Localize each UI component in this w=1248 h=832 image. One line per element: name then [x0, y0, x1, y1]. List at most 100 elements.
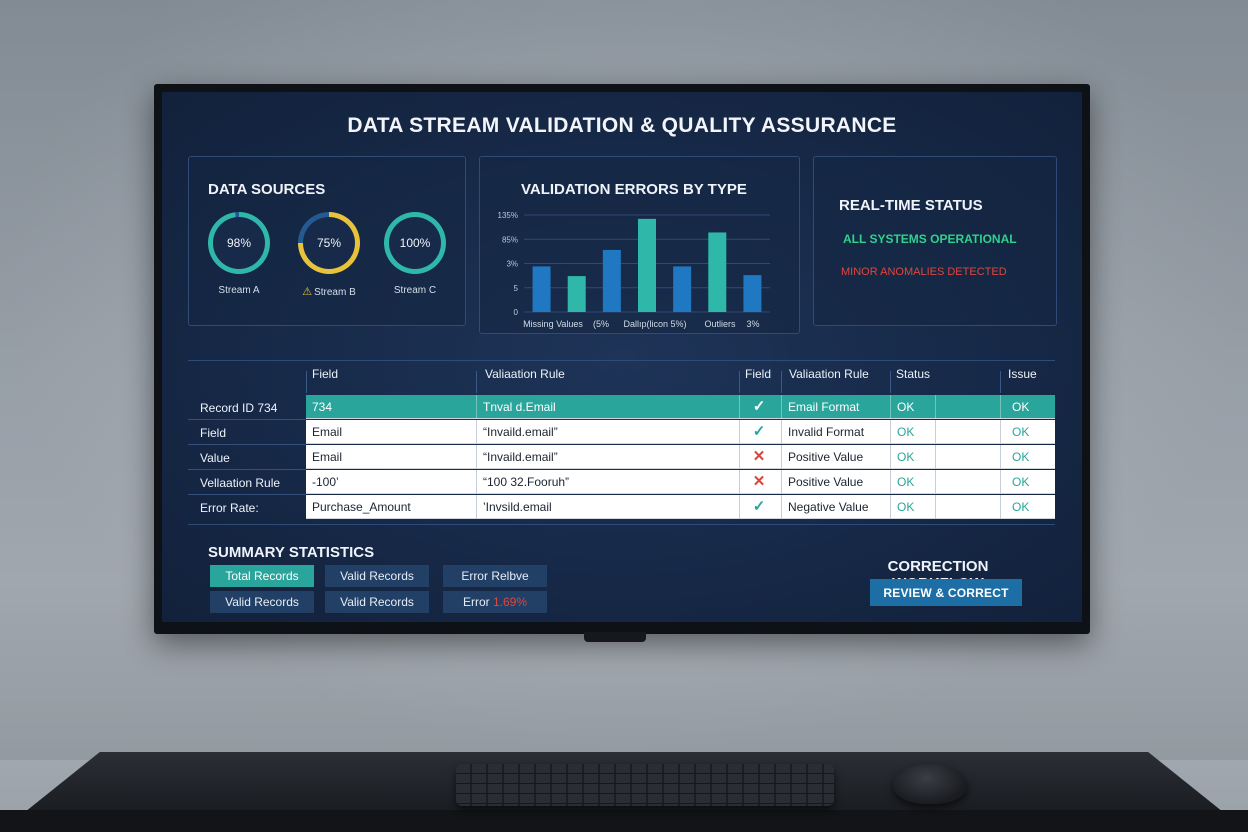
cell-divider: [890, 495, 891, 519]
table-row[interactable]: 734 Tnval d.Email ✓ Email Format OK OK: [306, 395, 1055, 419]
row-head: Vellaation Rule: [200, 476, 281, 490]
cell-divider: [739, 395, 740, 419]
cell-divider: [781, 420, 782, 444]
row-head-divider: [188, 444, 306, 445]
table-row[interactable]: Purchase_Amount ’Invsild.email ✓ Negativ…: [306, 495, 1055, 519]
error-bar[interactable]: [638, 218, 656, 312]
cell-field: Email: [312, 450, 343, 464]
section-divider: [188, 524, 1055, 525]
cell-divider: [739, 445, 740, 469]
table-row[interactable]: -100’ “100 32.Fooruh” ✕ Positive Value O…: [306, 470, 1055, 494]
cell-divider: [1000, 470, 1001, 494]
error-bar[interactable]: [602, 249, 621, 312]
column-header-issue[interactable]: Issue: [1008, 367, 1037, 381]
column-header-rule-2[interactable]: Valiaation Rule: [789, 367, 869, 381]
stream-c-gauge[interactable]: 100%: [384, 212, 446, 274]
error-value: 1.69%: [492, 595, 528, 609]
cell-rule: ’Invsild.email: [483, 500, 552, 514]
header-divider: [306, 371, 307, 393]
validation-errors-panel: VALIDATION ERRORS BY TYPE 135% 85% 3% 5 0 Mis…: [479, 156, 800, 334]
cell-rule: “100 32.Fooruh”: [483, 475, 570, 489]
error-bar[interactable]: [567, 276, 586, 312]
cell-status: OK: [897, 475, 915, 489]
cell-status: OK: [897, 450, 915, 464]
cell-divider: [781, 495, 782, 519]
data-sources-title: DATA SOURCES: [208, 181, 326, 198]
stream-c-label-text: Stream C: [393, 285, 437, 296]
cross-icon: ✕: [752, 448, 766, 465]
cell-divider: [1000, 495, 1001, 519]
y-tick-label: 135%: [498, 211, 518, 220]
cell-status: OK: [897, 500, 915, 514]
data-sources-panel: DATA SOURCES 98% Stream A 75% ⚠ Stream B …: [188, 156, 466, 326]
error-label: Error: [462, 595, 490, 609]
y-tick-label: 0: [514, 308, 519, 317]
cell-rule-2: Negative Value: [788, 500, 869, 514]
cell-divider: [739, 420, 740, 444]
header-divider: [1000, 371, 1001, 393]
status-operational: ALL SYSTEMS OPERATIONAL: [843, 232, 1017, 246]
error-bar[interactable]: [532, 266, 551, 312]
check-icon: ✓: [752, 498, 766, 515]
y-tick-label: 3%: [506, 260, 518, 269]
stream-c-value: 100%: [389, 217, 441, 269]
cell-divider: [890, 445, 891, 469]
cell-divider: [935, 445, 936, 469]
stream-b-gauge[interactable]: 75%: [298, 212, 360, 274]
cell-divider: [935, 420, 936, 444]
cell-rule: “Invaild.email”: [483, 425, 558, 439]
cross-icon: ✕: [752, 473, 766, 490]
y-tick-label: 5: [514, 284, 519, 293]
error-rate-button[interactable]: Error Relbve: [443, 565, 547, 587]
cell-divider: [781, 445, 782, 469]
cell-divider: [935, 395, 936, 419]
column-header-status[interactable]: Status: [896, 367, 931, 381]
page-title: DATA STREAM VALIDATION & QUALITY ASSURAN…: [347, 114, 897, 137]
column-header-rule[interactable]: Valiaation Rule: [485, 367, 565, 381]
table-row[interactable]: Email “Invaild.email” ✓ Invalid Format O…: [306, 420, 1055, 444]
stream-b-label-text: Stream B: [314, 287, 356, 298]
x-tick-label: (5%: [593, 319, 609, 329]
header-divider: [739, 371, 740, 393]
valid-records-button-3[interactable]: Valid Records: [325, 591, 429, 613]
cell-divider: [1000, 420, 1001, 444]
desk-edge: [0, 810, 1248, 832]
cell-divider: [476, 420, 477, 444]
error-value-button[interactable]: Error 1.69%: [443, 591, 547, 613]
column-header-field-2[interactable]: Field: [745, 367, 772, 381]
realtime-status-panel: REAL-TIME STATUS ALL SYSTEMS OPERATIONAL…: [813, 156, 1057, 326]
cell-field: -100’: [312, 475, 339, 489]
cell-divider: [739, 470, 740, 494]
valid-records-button[interactable]: Valid Records: [325, 565, 429, 587]
check-icon: ✓: [752, 398, 766, 415]
review-correct-button[interactable]: REVIEW & CORRECT: [870, 579, 1022, 606]
column-header-field[interactable]: Field: [312, 367, 339, 381]
header-divider: [781, 371, 782, 393]
table-row[interactable]: Email “Invaild.email” ✕ Positive Value O…: [306, 445, 1055, 469]
cell-field: Email: [312, 425, 343, 439]
stream-a-gauge[interactable]: 98%: [208, 212, 270, 274]
cell-divider: [476, 470, 477, 494]
cell-status: OK: [897, 400, 915, 414]
stream-b-label: ⚠ Stream B: [284, 285, 374, 298]
cell-field: Purchase_Amount: [312, 500, 411, 514]
cell-rule-2: Positive Value: [788, 450, 864, 464]
stream-a-label-text: Stream A: [218, 285, 260, 296]
error-bar[interactable]: [708, 232, 727, 312]
total-records-button[interactable]: Total Records: [210, 565, 314, 587]
y-tick-label: 85%: [502, 235, 518, 244]
error-bar[interactable]: [743, 275, 762, 312]
error-bar[interactable]: [673, 266, 692, 312]
header-divider: [890, 371, 891, 393]
validation-errors-title: VALIDATION ERRORS BY TYPE: [521, 181, 747, 198]
stream-a-value: 98%: [213, 217, 265, 269]
valid-records-button-2[interactable]: Valid Records: [210, 591, 314, 613]
validation-errors-chart: 135% 85% 3% 5 0 Missing Values (5% Dallıp(licon…: [498, 211, 770, 329]
x-tick-label: Outliers: [704, 319, 736, 329]
keyboard: [456, 764, 834, 806]
cell-divider: [476, 395, 477, 419]
row-head: Record ID 734: [200, 401, 278, 415]
monitor: DATA STREAM VALIDATION & QUALITY ASSURAN…: [154, 84, 1090, 634]
x-tick-label: 3%: [746, 319, 759, 329]
x-tick-label: Missing Values: [523, 319, 583, 329]
